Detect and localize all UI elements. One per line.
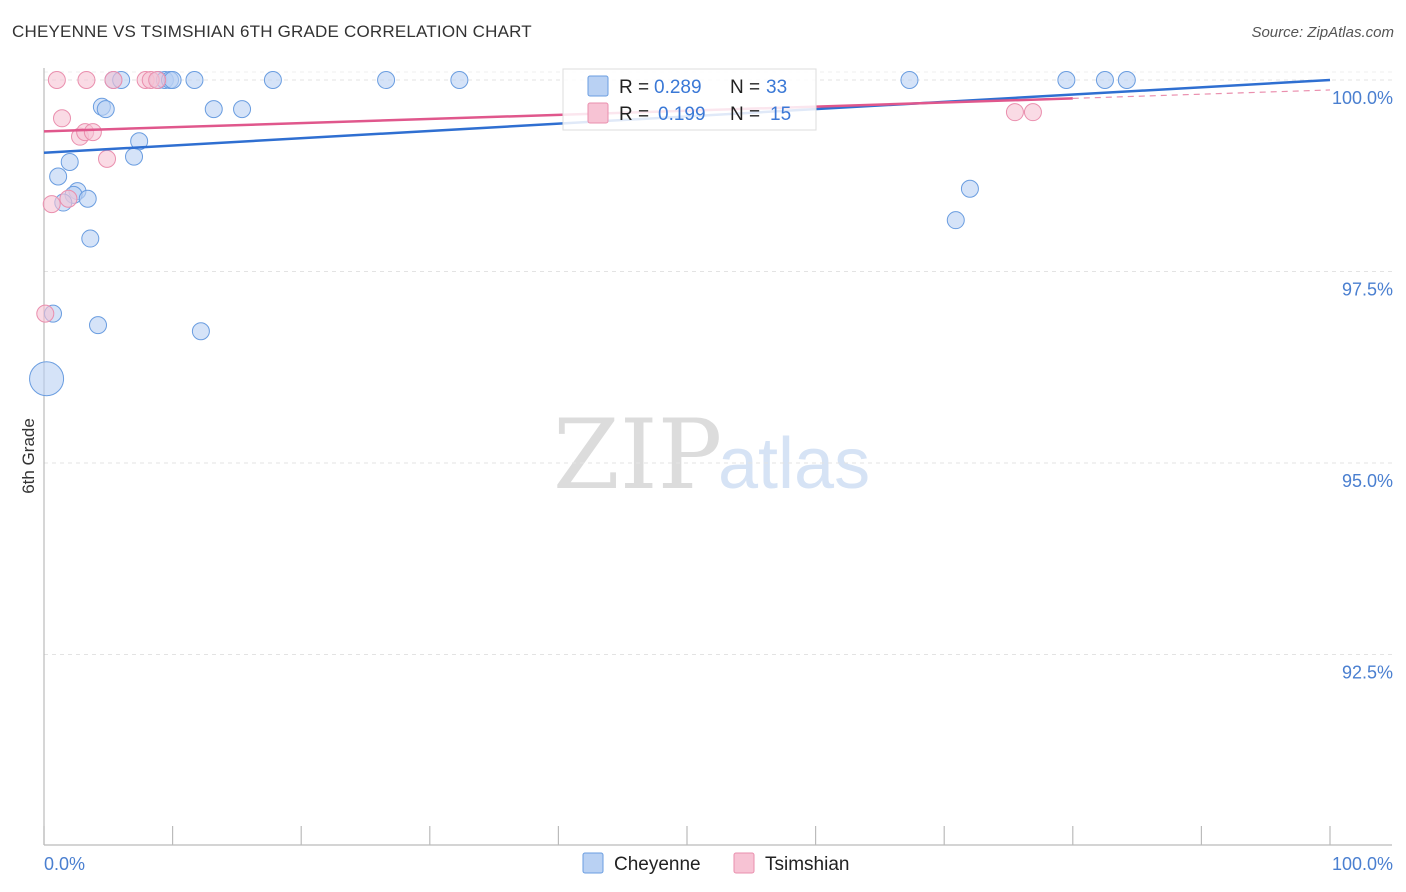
- series-legend: Cheyenne Tsimshian: [582, 852, 849, 875]
- tsimshian-legend-swatch: [587, 102, 609, 124]
- source-label: Source: ZipAtlas.com: [1251, 24, 1394, 41]
- axes: [43, 68, 1392, 846]
- y-axis-tick-labels: 100.0% 97.5% 95.0% 92.5%: [1332, 88, 1393, 683]
- tsimshian-point: [47, 71, 66, 89]
- tsimshian-n-label: N =: [730, 104, 760, 125]
- x-axis-ticks: [43, 826, 1331, 845]
- y-tick-label: 97.5%: [1342, 280, 1393, 300]
- cheyenne-point: [233, 100, 252, 119]
- tsimshian-point: [77, 71, 96, 89]
- tsimshian-bottom-swatch: [733, 852, 755, 874]
- cheyenne-bottom-swatch: [582, 852, 604, 874]
- y-tick-label: 95.0%: [1342, 471, 1393, 491]
- cheyenne-point: [1117, 71, 1136, 89]
- tsimshian-point: [104, 71, 123, 89]
- cheyenne-point: [377, 71, 396, 89]
- data-points: [29, 71, 1136, 397]
- tsimshian-point: [83, 123, 102, 142]
- tsimshian-point: [1023, 103, 1042, 122]
- tsimshian-n-value: 15: [770, 104, 791, 125]
- cheyenne-point: [1057, 71, 1076, 89]
- cheyenne-point: [900, 71, 919, 89]
- tsimshian-legend-label: Tsimshian: [765, 854, 849, 875]
- tsimshian-trend-line: [43, 97, 1073, 133]
- tsimshian-r-label: R =: [619, 104, 649, 125]
- chart-title: CHEYENNE VS TSIMSHIAN 6TH GRADE CORRELAT…: [12, 22, 532, 41]
- y-axis-title: 6th Grade: [19, 418, 38, 494]
- tsimshian-point: [59, 189, 78, 208]
- cheyenne-point: [163, 71, 182, 89]
- stats-legend: R = 0.289 N = 33 R = 0.199 N = 15: [562, 68, 817, 131]
- cheyenne-point: [946, 211, 965, 230]
- cheyenne-point: [81, 229, 100, 248]
- tsimshian-point: [36, 304, 55, 323]
- cheyenne-n-value: 33: [766, 77, 787, 98]
- y-tick-label: 92.5%: [1342, 663, 1393, 683]
- x-tick-label-left: 0.0%: [44, 854, 85, 874]
- cheyenne-legend-label: Cheyenne: [614, 854, 701, 875]
- tsimshian-trend-extension: [1072, 89, 1331, 99]
- cheyenne-legend-swatch: [587, 75, 609, 97]
- cheyenne-point: [29, 361, 65, 397]
- tsimshian-point: [1005, 103, 1024, 122]
- y-tick-label: 100.0%: [1332, 88, 1393, 108]
- tsimshian-point: [98, 149, 117, 168]
- cheyenne-point: [204, 100, 223, 119]
- tsimshian-point: [42, 195, 61, 214]
- cheyenne-point: [263, 71, 282, 89]
- cheyenne-point: [1095, 71, 1114, 89]
- cheyenne-point: [96, 100, 115, 119]
- cheyenne-point: [191, 322, 210, 341]
- cheyenne-r-value: 0.289: [654, 77, 702, 98]
- cheyenne-n-label: N =: [730, 77, 760, 98]
- watermark-atlas: atlas: [718, 424, 870, 504]
- cheyenne-point: [960, 179, 979, 198]
- cheyenne-r-label: R =: [619, 77, 649, 98]
- cheyenne-point: [89, 316, 108, 335]
- tsimshian-point: [148, 71, 167, 89]
- cheyenne-point: [185, 71, 204, 89]
- tsimshian-point: [53, 109, 72, 128]
- cheyenne-point: [49, 167, 68, 186]
- x-tick-label-right: 100.0%: [1332, 854, 1393, 874]
- cheyenne-point: [60, 152, 79, 171]
- cheyenne-point: [125, 147, 144, 166]
- cheyenne-point: [78, 189, 97, 208]
- watermark-zip: ZIP: [553, 399, 722, 511]
- gridlines: [44, 71, 1392, 655]
- cheyenne-point: [450, 71, 469, 89]
- tsimshian-r-value: 0.199: [658, 104, 706, 125]
